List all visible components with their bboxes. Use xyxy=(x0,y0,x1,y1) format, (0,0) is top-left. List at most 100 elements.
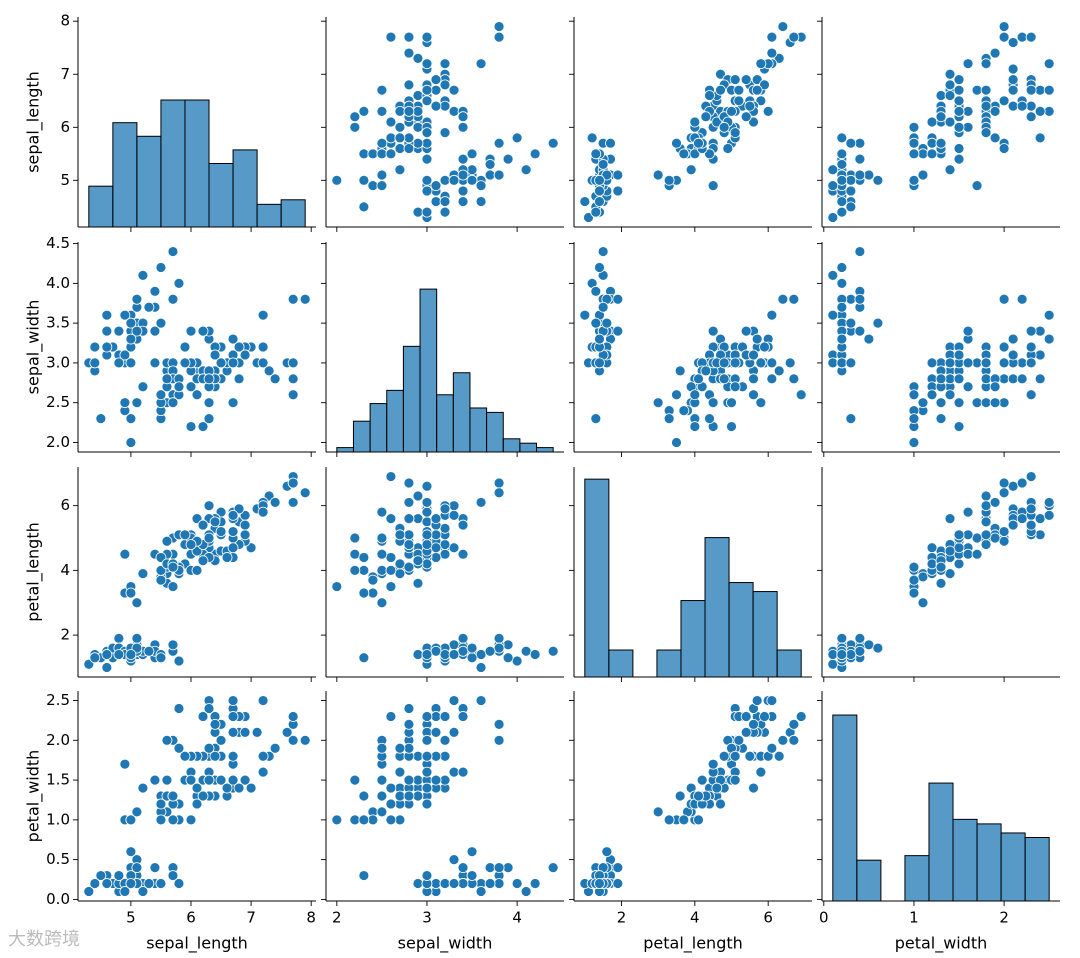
scatter-point xyxy=(980,100,992,112)
scatter-point xyxy=(493,21,505,32)
scatter-point xyxy=(89,878,101,889)
histogram-bar xyxy=(452,372,471,453)
histogram-bar xyxy=(419,288,438,453)
scatter-point xyxy=(457,862,469,873)
scatter-point xyxy=(403,774,415,786)
x-tick-label: 8 xyxy=(306,909,316,927)
scatter-point xyxy=(547,862,559,873)
scatter-point xyxy=(597,246,609,257)
scatter-point xyxy=(227,526,239,537)
scatter-point xyxy=(287,711,299,722)
scatter-point xyxy=(119,309,131,321)
scatter-point xyxy=(125,437,137,448)
scatter-point xyxy=(421,649,433,660)
scatter-point xyxy=(394,742,406,754)
scatter-point xyxy=(233,782,245,794)
scatter-point xyxy=(448,84,460,96)
scatter-point xyxy=(998,21,1010,32)
scatter-point xyxy=(421,480,433,492)
scatter-point xyxy=(394,121,406,133)
scatter-point xyxy=(287,389,299,401)
scatter-point xyxy=(439,522,451,534)
scatter-point xyxy=(663,413,675,424)
scatter-point xyxy=(962,381,974,393)
scatter-point xyxy=(394,814,406,826)
scatter-point xyxy=(971,84,983,96)
scatter-point xyxy=(594,333,605,345)
scatter-point xyxy=(173,878,185,889)
scatter-point xyxy=(917,148,929,160)
histogram-bar xyxy=(469,407,488,453)
scatter-point xyxy=(299,293,311,305)
scatter-point xyxy=(755,357,767,369)
scatter-point xyxy=(1007,349,1019,361)
scatter-point xyxy=(349,814,361,826)
y-tick-label: 1.0 xyxy=(46,810,70,828)
scatter-point xyxy=(119,886,131,897)
scatter-point xyxy=(125,649,137,660)
scatter-point xyxy=(349,111,361,123)
scatter-point xyxy=(935,137,947,149)
scatter-point xyxy=(678,148,690,160)
scatter-point xyxy=(385,116,397,128)
scatter-point xyxy=(908,437,920,448)
scatter-point xyxy=(1007,84,1019,96)
scatter-point xyxy=(971,180,983,192)
scatter-point xyxy=(125,357,137,369)
scatter-point xyxy=(980,529,992,541)
scatter-point xyxy=(376,564,388,576)
scatter-point xyxy=(766,742,778,754)
scatter-point xyxy=(349,548,361,560)
scatter-point xyxy=(125,814,137,826)
scatter-point xyxy=(729,74,741,85)
scatter-point xyxy=(1016,31,1028,43)
scatter-point xyxy=(1025,111,1037,123)
scatter-point xyxy=(707,325,719,337)
scatter-point xyxy=(167,246,179,257)
scatter-point xyxy=(385,814,397,826)
scatter-point xyxy=(1016,100,1028,112)
scatter-point xyxy=(185,325,197,337)
scatter-point xyxy=(394,132,406,144)
scatter-point xyxy=(1007,480,1019,492)
y-tick-label: 3.0 xyxy=(46,353,70,371)
scatter-point xyxy=(448,509,460,521)
scatter-point xyxy=(590,148,602,160)
scatter-point xyxy=(594,185,605,197)
scatter-point xyxy=(685,164,697,176)
scatter-point xyxy=(412,878,424,889)
scatter-point xyxy=(1034,105,1046,117)
scatter-point xyxy=(751,695,763,706)
scatter-point xyxy=(125,587,137,599)
scatter-point xyxy=(113,632,125,644)
histogram-bar xyxy=(856,859,882,902)
scatter-point xyxy=(989,381,1001,393)
scatter-point xyxy=(403,79,415,91)
scatter-point xyxy=(693,790,704,802)
scatter-point xyxy=(926,148,938,160)
scatter-point xyxy=(962,357,974,369)
scatter-point xyxy=(239,726,251,738)
scatter-point xyxy=(612,878,624,889)
scatter-point xyxy=(448,878,460,889)
histogram-bar xyxy=(680,600,706,678)
scatter-point xyxy=(827,658,839,670)
scatter-point xyxy=(1043,509,1055,521)
scatter-point xyxy=(612,862,624,873)
scatter-point xyxy=(412,790,424,802)
scatter-point xyxy=(854,169,866,181)
scatter-point xyxy=(773,52,785,64)
y-tick-label: 6 xyxy=(60,118,70,136)
scatter-point xyxy=(203,373,215,385)
histogram-bar xyxy=(976,823,1002,902)
scatter-point xyxy=(203,532,215,544)
scatter-point xyxy=(203,703,215,714)
scatter-point xyxy=(131,806,143,818)
scatter-point xyxy=(197,519,209,531)
scatter-point xyxy=(376,790,388,802)
scatter-point xyxy=(185,381,197,393)
scatter-point xyxy=(908,561,920,573)
histogram-bar xyxy=(386,389,404,453)
scatter-point xyxy=(421,506,433,518)
